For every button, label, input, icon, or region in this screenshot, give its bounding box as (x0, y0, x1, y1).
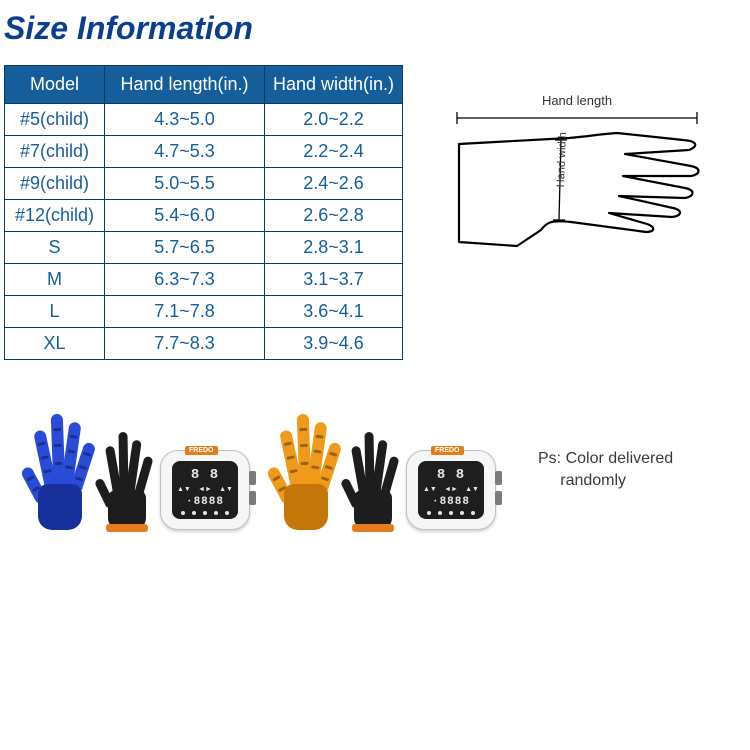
fabric-glove-icon (346, 426, 400, 530)
col-handlength: Hand length(in.) (105, 66, 265, 104)
table-cell: #12(child) (5, 200, 105, 232)
note-line2: randomly (560, 472, 626, 489)
table-cell: 2.2~2.4 (265, 136, 403, 168)
col-handwidth: Hand width(in.) (265, 66, 403, 104)
table-cell: 5.7~6.5 (105, 232, 265, 264)
table-row: S5.7~6.52.8~3.1 (5, 232, 403, 264)
hand-width-label: Hand width (555, 132, 569, 187)
page-title: Size Information (0, 0, 750, 65)
arrow-icon: ▲▼ (423, 486, 437, 493)
arrow-icon: ▲▼ (219, 486, 233, 493)
controller-device-icon: FREDO 8 8 ▲▼ ◄► ▲▼ ·8888 (406, 450, 496, 530)
col-model: Model (5, 66, 105, 104)
dots-row (175, 511, 235, 515)
table-cell: #7(child) (5, 136, 105, 168)
table-cell: L (5, 296, 105, 328)
dot-icon (214, 511, 218, 515)
controller-side-buttons (495, 471, 502, 505)
dot-icon (203, 511, 207, 515)
dot-icon (225, 511, 229, 515)
table-cell: #5(child) (5, 104, 105, 136)
dot-icon (438, 511, 442, 515)
product-set-1: FREDO 8 8 ▲▼ ◄► ▲▼ ·8888 (26, 410, 250, 530)
table-row: L7.1~7.83.6~4.1 (5, 296, 403, 328)
table-cell: 5.4~6.0 (105, 200, 265, 232)
table-cell: S (5, 232, 105, 264)
controller-screen: 8 8 ▲▼ ◄► ▲▼ ·8888 (172, 461, 238, 519)
arrow-icon: ◄► (198, 486, 212, 493)
hand-length-label: Hand length (451, 93, 703, 108)
dot-icon (181, 511, 185, 515)
color-random-note: Ps: Color delivered randomly (538, 448, 673, 491)
table-row: #5(child)4.3~5.02.0~2.2 (5, 104, 403, 136)
robotic-glove-icon (26, 410, 94, 530)
size-table: Model Hand length(in.) Hand width(in.) #… (4, 65, 403, 360)
controller-side-buttons (249, 471, 256, 505)
table-row: #7(child)4.7~5.32.2~2.4 (5, 136, 403, 168)
table-cell: 3.9~4.6 (265, 328, 403, 360)
side-button-icon (249, 491, 256, 505)
controller-device-icon: FREDO 8 8 ▲▼ ◄► ▲▼ ·8888 (160, 450, 250, 530)
arrow-icon: ◄► (444, 486, 458, 493)
table-body: #5(child)4.3~5.02.0~2.2#7(child)4.7~5.32… (5, 104, 403, 360)
robotic-glove-icon (272, 410, 340, 530)
controller-screen: 8 8 ▲▼ ◄► ▲▼ ·8888 (418, 461, 484, 519)
dot-icon (471, 511, 475, 515)
table-cell: 2.6~2.8 (265, 200, 403, 232)
dot-icon (460, 511, 464, 515)
arrow-icon: ▲▼ (465, 486, 479, 493)
digit-bottom: ·8888 (432, 496, 470, 508)
digit-bottom: ·8888 (186, 496, 224, 508)
side-button-icon (495, 471, 502, 485)
hand-diagram: Hand length Hand width (451, 93, 703, 250)
controller-brand-label: FREDO (431, 446, 464, 455)
side-button-icon (249, 471, 256, 485)
table-cell: #9(child) (5, 168, 105, 200)
table-row: XL7.7~8.33.9~4.6 (5, 328, 403, 360)
table-cell: 6.3~7.3 (105, 264, 265, 296)
products-row: FREDO 8 8 ▲▼ ◄► ▲▼ ·8888 (0, 410, 750, 530)
dot-icon (192, 511, 196, 515)
product-set-2: FREDO 8 8 ▲▼ ◄► ▲▼ ·8888 (272, 410, 496, 530)
table-cell: 4.7~5.3 (105, 136, 265, 168)
table-cell: XL (5, 328, 105, 360)
dot-icon (427, 511, 431, 515)
table-cell: 2.0~2.2 (265, 104, 403, 136)
table-row: M6.3~7.33.1~3.7 (5, 264, 403, 296)
table-cell: 3.1~3.7 (265, 264, 403, 296)
table-cell: 2.4~2.6 (265, 168, 403, 200)
table-cell: 7.1~7.8 (105, 296, 265, 328)
controller-brand-label: FREDO (185, 446, 218, 455)
note-line1: Ps: Color delivered (538, 450, 673, 467)
side-button-icon (495, 491, 502, 505)
arrows-row: ▲▼ ◄► ▲▼ (175, 486, 235, 493)
table-cell: 3.6~4.1 (265, 296, 403, 328)
table-cell: M (5, 264, 105, 296)
arrow-icon: ▲▼ (177, 486, 191, 493)
table-cell: 4.3~5.0 (105, 104, 265, 136)
content-row: Model Hand length(in.) Hand width(in.) #… (0, 65, 750, 360)
table-cell: 5.0~5.5 (105, 168, 265, 200)
arrows-row: ▲▼ ◄► ▲▼ (421, 486, 481, 493)
hand-outline-icon (451, 110, 703, 250)
fabric-glove-icon (100, 426, 154, 530)
dots-row (421, 511, 481, 515)
table-cell: 2.8~3.1 (265, 232, 403, 264)
dot-icon (449, 511, 453, 515)
table-row: #9(child)5.0~5.52.4~2.6 (5, 168, 403, 200)
table-row: #12(child)5.4~6.02.6~2.8 (5, 200, 403, 232)
digit-top: 8 8 (191, 467, 219, 483)
digit-top: 8 8 (437, 467, 465, 483)
table-cell: 7.7~8.3 (105, 328, 265, 360)
table-header-row: Model Hand length(in.) Hand width(in.) (5, 66, 403, 104)
